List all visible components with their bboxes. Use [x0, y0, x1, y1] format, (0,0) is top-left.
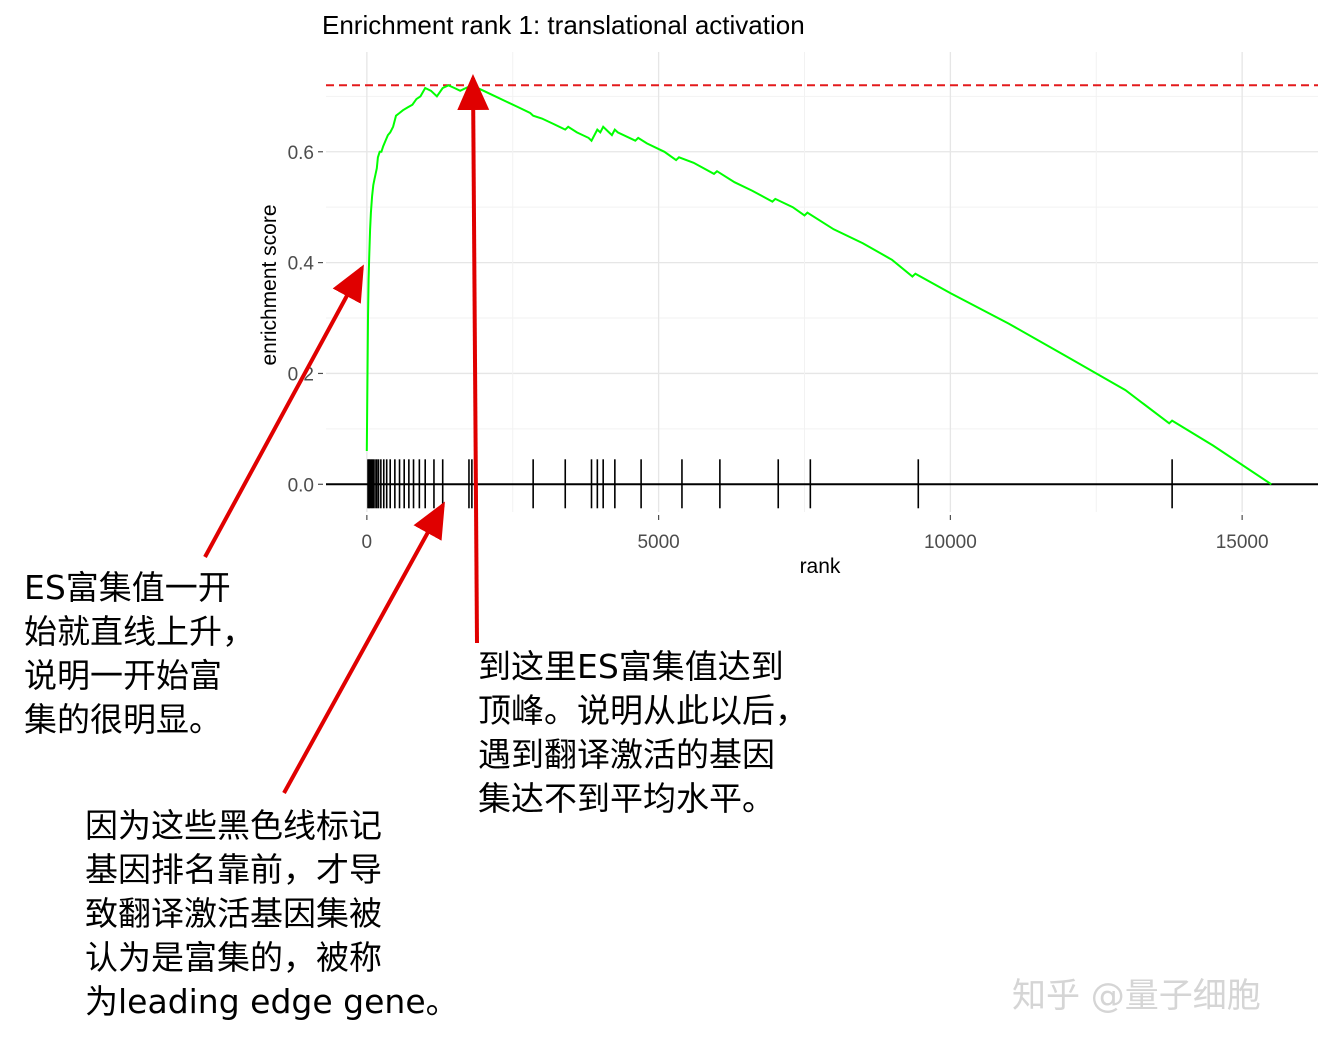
watermark: 知乎 @量子细胞 — [1012, 976, 1261, 1016]
x-tick-label: 10000 — [924, 532, 977, 553]
x-tick-label: 0 — [362, 532, 373, 553]
y-tick-label: 0.0 — [288, 475, 314, 496]
es-curve — [365, 84, 1272, 486]
y-axis-label: enrichment score — [258, 204, 281, 365]
note-es-peak: 到这里ES富集值达到 顶峰。说明从此以后， 遇到翻译激活的基因 集达不到平均水平… — [478, 647, 808, 818]
note-es-rise: ES富集值一开 始就直线上升， 说明一开始富 集的很明显。 — [24, 568, 255, 739]
y-tick-label: 0.6 — [288, 143, 314, 164]
arrow-es-rise — [203, 264, 364, 558]
axis-ticks: 0.00.20.40.60 5000 10000 15000 — [288, 143, 1269, 553]
annotation-arrows — [203, 74, 490, 794]
arrow-leading-edge — [282, 501, 445, 794]
x-tick-label: 15000 — [1216, 532, 1269, 553]
gene-hit-marks — [367, 459, 1173, 509]
x-axis-label: rank — [800, 555, 841, 578]
chart-title: Enrichment rank 1: translational activat… — [322, 10, 805, 40]
arrow-es-peak — [457, 74, 490, 644]
y-tick-label: 0.4 — [288, 254, 315, 275]
x-tick-label: 5000 — [637, 532, 679, 553]
note-leading-edge: 因为这些黑色线标记 基因排名靠前，才导 致翻译激活基因集被 认为是富集的，被称 … — [85, 806, 459, 1021]
